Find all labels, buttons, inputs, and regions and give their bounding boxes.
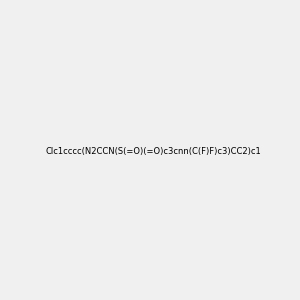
Text: Clc1cccc(N2CCN(S(=O)(=O)c3cnn(C(F)F)c3)CC2)c1: Clc1cccc(N2CCN(S(=O)(=O)c3cnn(C(F)F)c3)C…	[46, 147, 262, 156]
